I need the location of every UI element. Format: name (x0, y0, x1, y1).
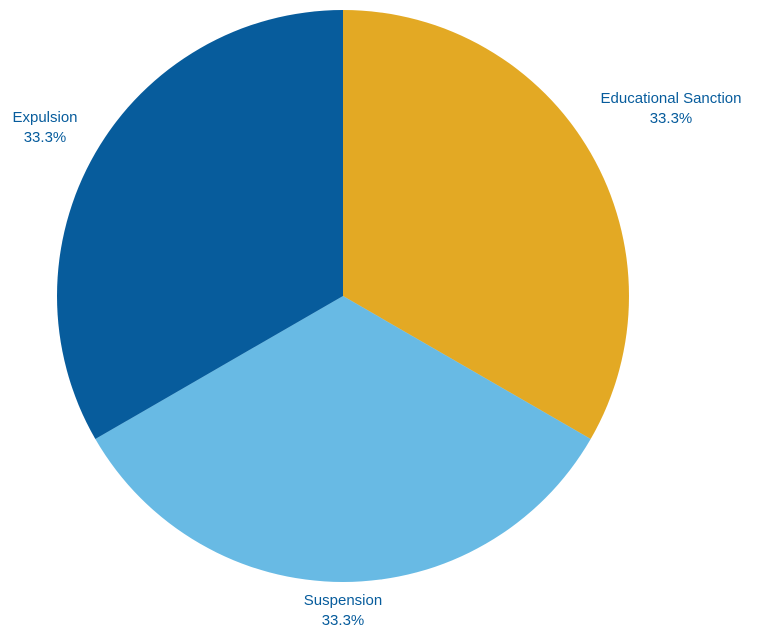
slice-value-educational-sanction: 33.3% (650, 110, 693, 127)
pie-slice-educational-sanction (343, 10, 629, 439)
slice-label-expulsion: Expulsion (12, 109, 77, 126)
slice-value-suspension: 33.3% (322, 612, 365, 627)
pie-slice-suspension (95, 296, 591, 582)
pie-slices (57, 10, 629, 582)
slice-label-suspension: Suspension (304, 592, 382, 609)
pie-labels: Educational Sanction 33.3% Suspension 33.3%… (12, 90, 741, 627)
slice-label-educational-sanction: Educational Sanction (601, 90, 742, 107)
pie-slice-expulsion (57, 10, 343, 439)
slice-value-expulsion: 33.3% (24, 129, 67, 146)
